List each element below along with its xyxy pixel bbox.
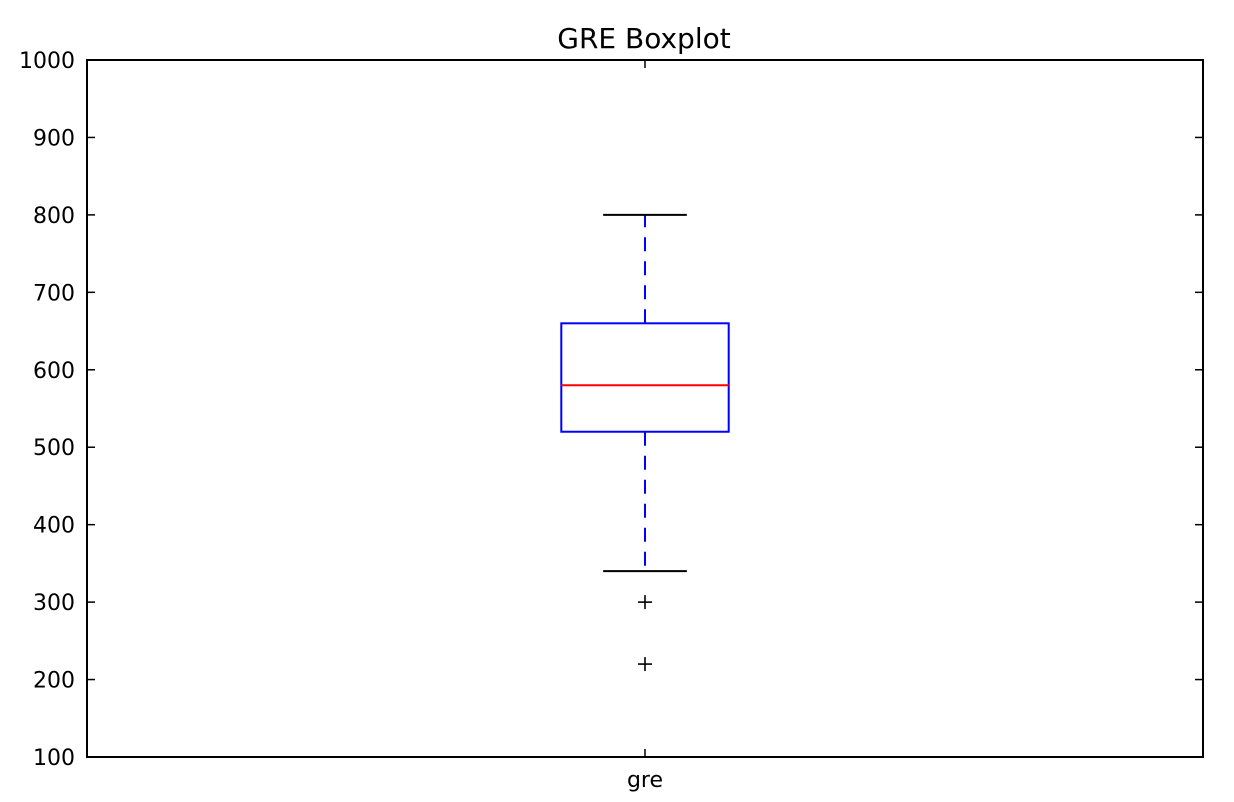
y-tick-label: 700 [33, 281, 75, 306]
y-tick-label: 500 [33, 436, 75, 461]
chart-title: GRE Boxplot [557, 22, 730, 55]
y-tick-label: 600 [33, 359, 75, 384]
y-axis: 100 200 300 400 500 600 700 800 900 1000 [19, 49, 1203, 771]
outlier-marker [638, 657, 652, 672]
y-tick-label: 1000 [19, 49, 75, 74]
y-tick-label: 900 [33, 126, 75, 151]
iqr-box [560, 322, 730, 433]
y-tick-label: 200 [33, 669, 75, 694]
y-tick-label: 400 [33, 514, 75, 539]
x-axis: gre [627, 60, 663, 793]
outlier-marker [638, 595, 652, 610]
y-tick-label: 300 [33, 591, 75, 616]
y-tick-label: 800 [33, 204, 75, 229]
x-tick-label: gre [627, 768, 663, 793]
box-group [560, 213, 730, 672]
y-tick-label: 100 [33, 746, 75, 771]
